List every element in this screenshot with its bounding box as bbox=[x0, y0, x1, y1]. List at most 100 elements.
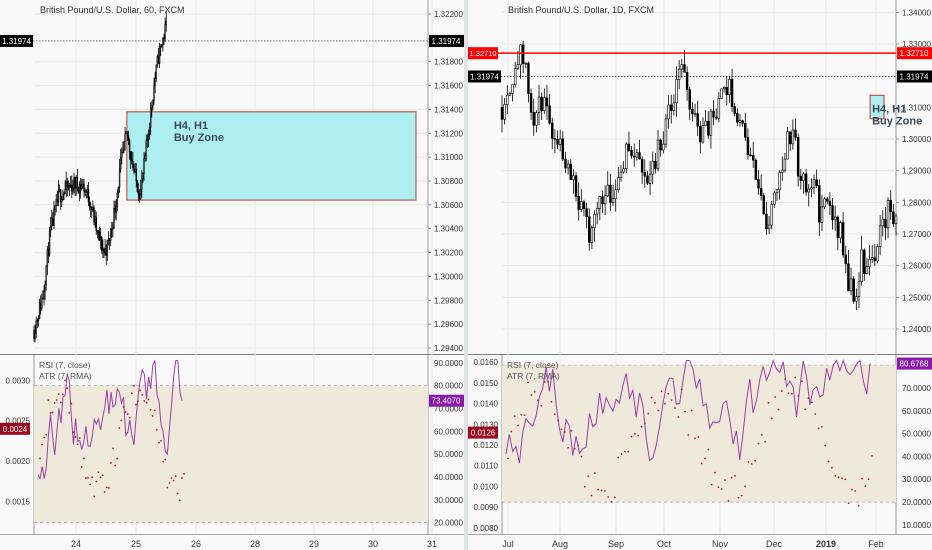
atr-dot bbox=[834, 475, 837, 477]
atr-legend-label: ATR (7, RMA) bbox=[507, 371, 560, 381]
candle-body bbox=[598, 196, 602, 209]
candle-body bbox=[141, 178, 143, 190]
rsi-value-tag-text: 80.6768 bbox=[900, 360, 929, 369]
candle-body bbox=[96, 230, 99, 232]
atr-dot bbox=[95, 480, 98, 483]
rsi-line bbox=[505, 358, 871, 464]
candle-body bbox=[656, 139, 660, 169]
atr-value-tag-text: 0.0126 bbox=[471, 429, 496, 438]
atr-dot bbox=[754, 459, 757, 462]
time-tick-label: Sep bbox=[608, 539, 624, 549]
candle-body bbox=[119, 157, 122, 170]
rsi-tick-label: 10.0000 bbox=[902, 521, 931, 530]
candle-body bbox=[58, 189, 61, 191]
chart-title: British Pound/U.S. Dollar, 60, FXCM bbox=[40, 5, 185, 15]
candle-body bbox=[791, 129, 795, 145]
candle-body bbox=[132, 160, 134, 169]
atr-dot bbox=[750, 462, 753, 465]
atr-dot bbox=[70, 402, 73, 405]
candle-body bbox=[44, 284, 46, 292]
candle-body bbox=[680, 64, 684, 70]
atr-dot bbox=[55, 399, 58, 401]
atr-dot bbox=[670, 399, 673, 401]
candle-body bbox=[789, 131, 792, 145]
candle-body bbox=[566, 163, 570, 169]
last-price-tag-left bbox=[0, 34, 33, 47]
candle-body bbox=[810, 187, 813, 190]
atr-dot bbox=[158, 441, 160, 444]
candle-body bbox=[158, 46, 161, 64]
candle-body bbox=[112, 227, 114, 229]
candle-body bbox=[646, 175, 649, 184]
candle-body bbox=[157, 56, 160, 64]
candle-body bbox=[43, 290, 45, 299]
pane-divider[interactable] bbox=[464, 0, 468, 550]
atr-tick-label: 0.0015 bbox=[6, 498, 31, 507]
atr-dot bbox=[105, 486, 108, 489]
atr-dot bbox=[650, 396, 653, 399]
candle-body bbox=[88, 202, 91, 207]
atr-dot bbox=[841, 477, 843, 480]
candle-body bbox=[95, 216, 97, 231]
candle-body bbox=[886, 199, 890, 229]
price-tick-label: 1.31600 bbox=[434, 82, 463, 91]
atr-dot bbox=[707, 448, 710, 451]
atr-dot bbox=[837, 476, 840, 479]
atr-dot bbox=[66, 387, 69, 390]
price-tick-label: 1.31800 bbox=[434, 58, 463, 67]
candle-body bbox=[129, 151, 132, 161]
candle-body bbox=[588, 216, 591, 243]
candle-body bbox=[86, 189, 89, 193]
candle-body bbox=[122, 149, 124, 153]
candle-body bbox=[143, 158, 145, 174]
candle-body bbox=[783, 158, 787, 171]
candle-body bbox=[56, 199, 59, 203]
price-tick-label: 1.30400 bbox=[434, 225, 463, 234]
atr-dot bbox=[597, 488, 600, 491]
atr-dot bbox=[145, 401, 148, 404]
candle-body bbox=[582, 201, 586, 209]
atr-tick-label: 0.0020 bbox=[6, 457, 31, 466]
atr-dot bbox=[530, 394, 533, 397]
rsi-tick-label: 50.0000 bbox=[434, 450, 463, 459]
candle-body bbox=[746, 136, 750, 156]
candle-body bbox=[94, 216, 96, 223]
candle-body bbox=[860, 249, 863, 283]
atr-dot bbox=[533, 390, 536, 393]
atr-dot bbox=[80, 466, 83, 468]
atr-dot bbox=[714, 471, 716, 474]
price-tick-label: 1.29400 bbox=[434, 344, 463, 353]
candle-body bbox=[529, 93, 533, 113]
atr-dot bbox=[110, 462, 112, 464]
candle-body bbox=[558, 138, 562, 145]
atr-dot bbox=[91, 476, 94, 479]
daily-chart[interactable]: Jul Aug Sep Oct Nov Dec 2019 Feb1.340001.330001… bbox=[468, 0, 932, 550]
atr-dot bbox=[700, 462, 703, 465]
rsi-tick-label: 20.0000 bbox=[902, 498, 931, 507]
time-tick-label: 2019 bbox=[816, 539, 836, 549]
candle-body bbox=[104, 248, 106, 253]
candle-body bbox=[849, 278, 853, 292]
candle-body bbox=[844, 254, 847, 265]
candle-body bbox=[796, 137, 800, 177]
atr-dot bbox=[590, 494, 593, 497]
atr-dot bbox=[770, 417, 773, 420]
rsi-value-tag bbox=[897, 357, 932, 370]
candle-body bbox=[611, 198, 615, 203]
candle-body bbox=[770, 203, 773, 226]
atr-dot bbox=[764, 440, 767, 443]
candle-body bbox=[556, 138, 559, 145]
atr-dot bbox=[563, 431, 566, 433]
candle-body bbox=[749, 154, 752, 157]
atr-dot bbox=[74, 436, 77, 438]
candle-body bbox=[564, 158, 567, 169]
candle-body bbox=[506, 94, 509, 105]
time-tick-label: Oct bbox=[657, 539, 672, 549]
price-tick-label: 1.31400 bbox=[434, 105, 463, 114]
candle-body bbox=[98, 232, 101, 241]
atr-dot bbox=[147, 398, 150, 401]
price-tick-label: 1.29600 bbox=[434, 320, 463, 329]
hourly-chart[interactable]: 24 25 26 28 29 30 31 1.32200 1.31800 1.31600 1.314… bbox=[0, 0, 464, 550]
candle-body bbox=[153, 85, 155, 101]
candle-body bbox=[728, 79, 731, 95]
